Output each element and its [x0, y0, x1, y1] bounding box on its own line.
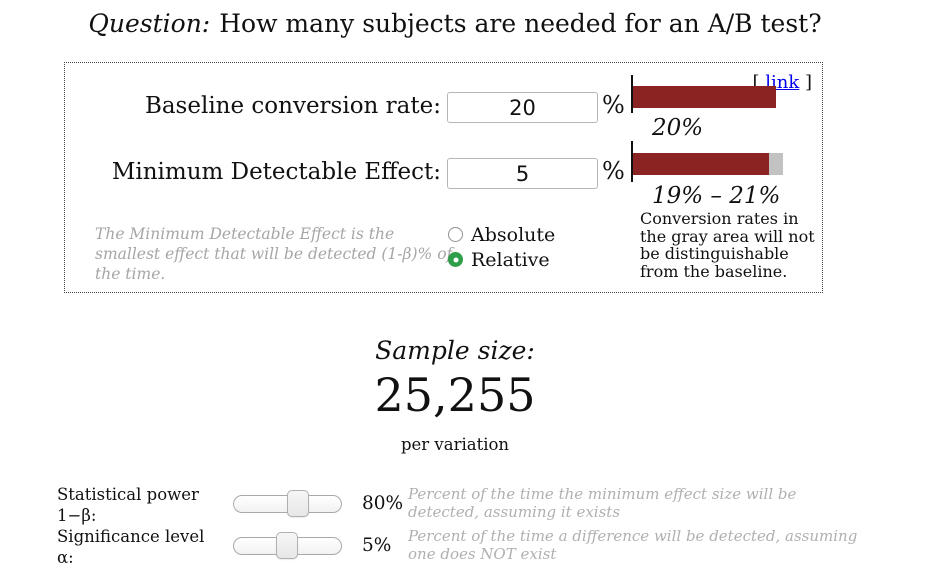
mde-label: Minimum Detectable Effect:: [111, 159, 441, 185]
statistical-power-description: Percent of the time the minimum effect s…: [408, 485, 797, 521]
baseline-chart-axis: [631, 75, 633, 113]
result-block: Sample size: 25,255 per variation: [0, 336, 910, 454]
baseline-rate-input[interactable]: [447, 92, 598, 123]
absolute-radio-option[interactable]: Absolute: [448, 222, 555, 247]
range-chart-axis: [631, 141, 633, 182]
statistical-power-label-line1: Statistical power: [57, 485, 199, 504]
input-panel: Baseline conversion rate: % Minimum Dete…: [64, 62, 823, 293]
link-open-bracket: [: [752, 72, 760, 93]
sample-size-heading: Sample size:: [375, 336, 535, 365]
statistical-power-value: 80%: [362, 493, 404, 514]
range-bar-dark: [633, 153, 769, 175]
significance-level-label: Significance level α:: [57, 526, 267, 568]
baseline-rate-label: Baseline conversion rate:: [144, 93, 441, 119]
mde-explanation-note: The Minimum Detectable Effect is the sma…: [95, 225, 453, 283]
range-bar-label: 19% – 21%: [652, 183, 781, 209]
question-prefix: Question:: [88, 9, 211, 38]
relative-radio-icon[interactable]: [448, 252, 463, 267]
gray-area-note: Conversion rates in the gray area will n…: [640, 209, 815, 281]
significance-level-slider-thumb[interactable]: [276, 532, 298, 559]
statistical-power-label-line2: 1−β:: [57, 506, 97, 525]
page-title: Question: How many subjects are needed fo…: [0, 9, 910, 38]
relative-radio-option[interactable]: Relative: [448, 247, 555, 272]
baseline-rate-unit: %: [602, 91, 625, 119]
mde-unit: %: [602, 157, 625, 185]
baseline-bar-chart: [633, 86, 776, 108]
sample-size-value: 25,255: [374, 368, 536, 422]
mde-input[interactable]: [447, 158, 598, 189]
baseline-bar: [633, 86, 776, 108]
question-text: How many subjects are needed for an A/B …: [219, 9, 822, 38]
range-bar-chart: [633, 153, 783, 175]
significance-level-label-line2: α:: [57, 548, 74, 567]
mde-mode-radios: Absolute Relative: [448, 222, 555, 272]
absolute-radio-label: Absolute: [471, 223, 556, 246]
relative-radio-label: Relative: [471, 248, 550, 271]
per-variation-label: per variation: [400, 435, 510, 454]
statistical-power-slider-thumb[interactable]: [287, 490, 309, 517]
significance-level-label-line1: Significance level: [57, 527, 205, 546]
absolute-radio-icon[interactable]: [448, 227, 463, 242]
range-bar-gray: [769, 153, 783, 175]
significance-level-description: Percent of the time a difference will be…: [408, 527, 858, 563]
statistical-power-label: Statistical power 1−β:: [57, 484, 267, 526]
link-close-bracket: ]: [804, 72, 812, 93]
significance-level-value: 5%: [362, 535, 392, 556]
baseline-bar-label: 20%: [652, 115, 704, 141]
